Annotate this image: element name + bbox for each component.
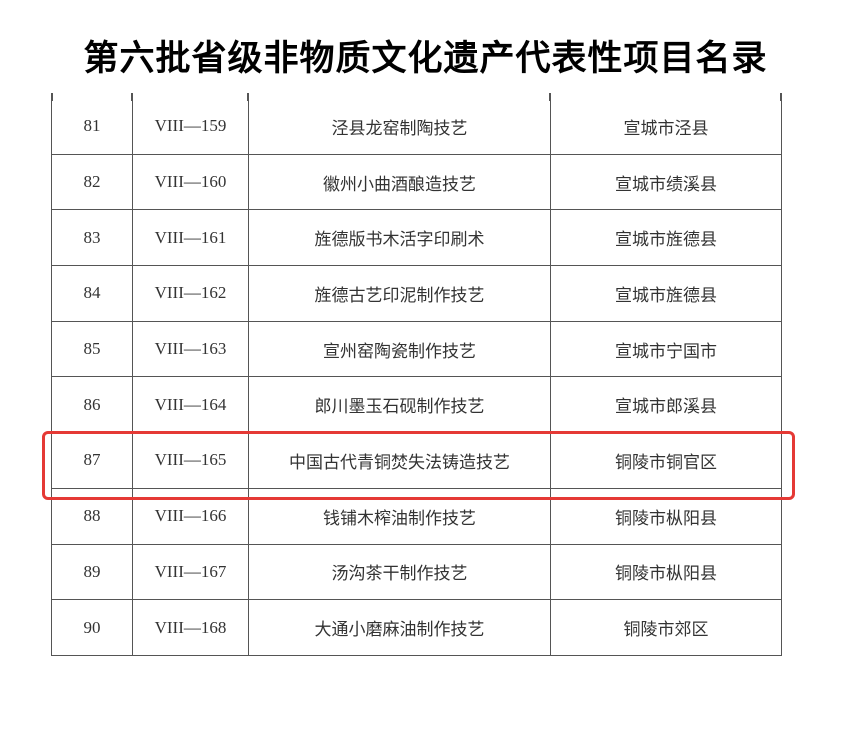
region: 宣城市郎溪县 xyxy=(550,376,782,434)
row-number: 84 xyxy=(51,265,133,322)
region: 宣城市旌德县 xyxy=(550,265,782,322)
region: 铜陵市铜官区 xyxy=(550,432,782,489)
project-name: 泾县龙窑制陶技艺 xyxy=(248,99,551,155)
project-code: VIII—162 xyxy=(132,265,249,322)
table-border-stub xyxy=(247,93,249,101)
project-name: 旌德版书木活字印刷术 xyxy=(248,209,551,267)
project-name: 徽州小曲酒酿造技艺 xyxy=(248,153,551,211)
table-border-stub xyxy=(131,93,133,101)
row-number: 83 xyxy=(51,209,133,267)
row-number: 89 xyxy=(51,543,133,601)
project-code: VIII—161 xyxy=(132,209,249,267)
table-row: 82 VIII—160 徽州小曲酒酿造技艺 宣城市绩溪县 xyxy=(51,153,782,211)
project-code: VIII—165 xyxy=(132,432,249,489)
highlight-box xyxy=(42,431,795,500)
region: 铜陵市枞阳县 xyxy=(550,543,782,601)
row-number: 81 xyxy=(51,99,133,155)
project-code: VIII—167 xyxy=(132,543,249,601)
project-code: VIII—163 xyxy=(132,320,249,378)
project-name: 郎川墨玉石砚制作技艺 xyxy=(248,376,551,434)
project-code: VIII—168 xyxy=(132,599,249,656)
row-number: 82 xyxy=(51,153,133,211)
project-name: 汤沟茶干制作技艺 xyxy=(248,543,551,601)
region: 宣城市绩溪县 xyxy=(550,153,782,211)
region: 宣城市泾县 xyxy=(550,99,782,155)
heritage-list-table: 81 VIII—159 泾县龙窑制陶技艺 宣城市泾县 82 VIII—160 徽州小曲酒酿造… xyxy=(51,99,782,656)
project-code: VIII—160 xyxy=(132,153,249,211)
table-row: 83 VIII—161 旌德版书木活字印刷术 宣城市旌德县 xyxy=(51,209,782,267)
project-name: 旌德古艺印泥制作技艺 xyxy=(248,265,551,322)
region: 铜陵市郊区 xyxy=(550,599,782,656)
project-name: 宣州窑陶瓷制作技艺 xyxy=(248,320,551,378)
row-number: 90 xyxy=(51,599,133,656)
table-row: 89 VIII—167 汤沟茶干制作技艺 铜陵市枞阳县 xyxy=(51,543,782,601)
row-number: 85 xyxy=(51,320,133,378)
table-row: 85 VIII—163 宣州窑陶瓷制作技艺 宣城市宁国市 xyxy=(51,320,782,378)
table-row: 86 VIII—164 郎川墨玉石砚制作技艺 宣城市郎溪县 xyxy=(51,376,782,434)
table-border-stub xyxy=(51,93,53,101)
table-row: 90 VIII—168 大通小磨麻油制作技艺 铜陵市郊区 xyxy=(51,599,782,656)
page-title: 第六批省级非物质文化遗产代表性项目名录 xyxy=(83,39,768,79)
row-number: 86 xyxy=(51,376,133,434)
table-border-stub xyxy=(549,93,551,101)
row-number: 87 xyxy=(51,432,133,489)
project-code: VIII—159 xyxy=(132,99,249,155)
region: 宣城市旌德县 xyxy=(550,209,782,267)
region: 宣城市宁国市 xyxy=(550,320,782,378)
table-row: 81 VIII—159 泾县龙窑制陶技艺 宣城市泾县 xyxy=(51,99,782,155)
project-name: 大通小磨麻油制作技艺 xyxy=(248,599,551,656)
table-border-stub xyxy=(780,93,782,101)
table-row: 84 VIII—162 旌德古艺印泥制作技艺 宣城市旌德县 xyxy=(51,265,782,322)
project-code: VIII—164 xyxy=(132,376,249,434)
